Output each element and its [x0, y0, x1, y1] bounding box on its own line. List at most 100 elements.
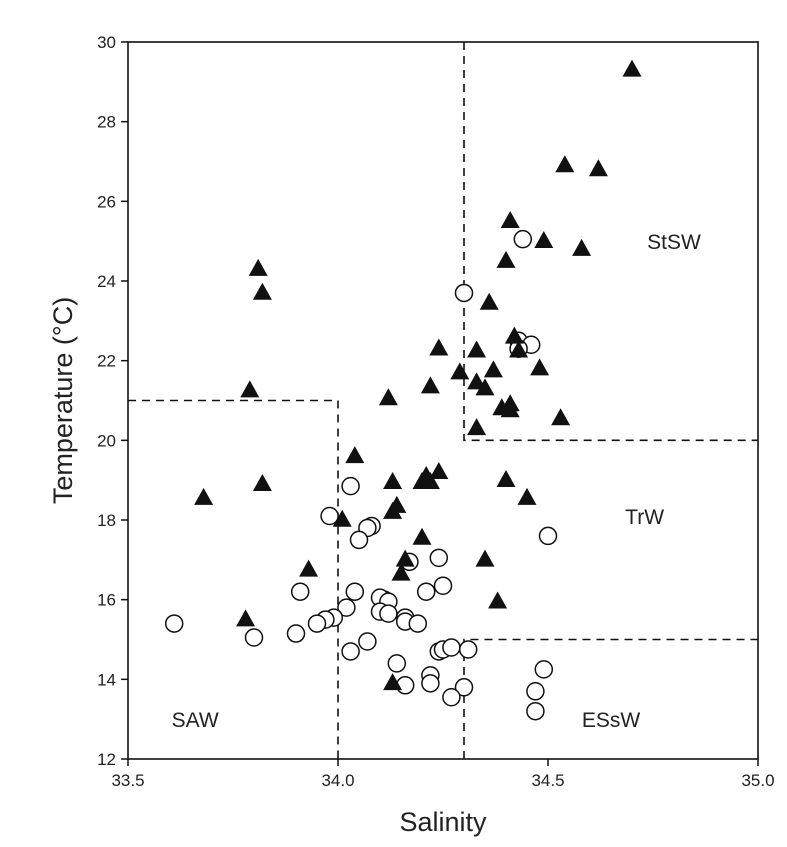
circle-series [164, 229, 558, 721]
triangle-point [299, 559, 319, 577]
triangle-point [194, 487, 214, 505]
triangle-point [420, 471, 440, 489]
boundary-line-1 [128, 399, 339, 759]
circle-point [358, 632, 377, 651]
triangle-point [572, 238, 592, 256]
triangle-point [252, 473, 272, 491]
y-tick-label: 14 [97, 670, 116, 689]
triangle-point [420, 376, 440, 394]
triangle-point [236, 609, 256, 627]
triangle-point [412, 527, 432, 545]
x-axis-title: Salinity [399, 807, 487, 837]
circle-point [349, 530, 369, 550]
x-tick-label: 34.0 [321, 771, 354, 790]
triangle-point [555, 155, 575, 173]
triangle-point [467, 340, 487, 358]
region-label-saw: SAW [172, 709, 219, 732]
y-tick-label: 22 [97, 352, 116, 371]
circle-point [341, 476, 360, 496]
circle-point [286, 624, 306, 643]
circle-point [307, 614, 327, 633]
triangle-point [509, 340, 529, 358]
circle-point [244, 628, 264, 647]
y-tick-label: 18 [97, 511, 116, 530]
x-tick-label: 34.5 [531, 771, 564, 790]
circle-point [429, 548, 449, 568]
triangle-point [475, 549, 495, 567]
triangle-point [496, 469, 516, 487]
region-labels: SAW StSW TrW ESsW [172, 231, 701, 732]
circle-point [526, 682, 545, 701]
y-tick-label: 24 [97, 272, 116, 291]
circle-point [454, 283, 474, 303]
triangle-point [252, 282, 272, 300]
region-label-essw: ESsW [582, 709, 641, 732]
y-tick-label: 16 [97, 591, 116, 610]
y-axis-title: Temperature (°C) [48, 297, 78, 504]
triangle-point [530, 358, 550, 376]
circle-point [164, 614, 184, 633]
triangle-point [483, 360, 503, 378]
circle-point [387, 654, 407, 673]
circle-point [345, 582, 365, 601]
triangle-point [479, 292, 499, 310]
triangle-point [450, 362, 470, 380]
triangle-point [500, 211, 520, 229]
circle-point [538, 526, 558, 546]
triangle-point [496, 250, 516, 268]
triangle-point [345, 446, 365, 464]
circle-point [526, 701, 545, 721]
region-label-trw: TrW [625, 506, 664, 529]
circle-point [534, 660, 554, 679]
triangle-series [194, 59, 642, 691]
y-tick-label: 20 [97, 431, 116, 450]
boundary-line-3 [463, 638, 758, 759]
circle-point [454, 678, 474, 697]
triangle-point [332, 509, 352, 527]
triangle-point [467, 418, 487, 436]
plot-frame [127, 41, 759, 760]
circle-point [337, 598, 356, 617]
circle-point [341, 642, 360, 661]
triangle-point [391, 563, 411, 581]
triangle-point [622, 59, 642, 77]
x-axis-ticks: 33.5 34.0 34.5 35.0 [111, 759, 775, 790]
triangle-point [488, 591, 508, 609]
triangle-point [383, 501, 403, 519]
y-tick-label: 28 [97, 113, 116, 132]
water-mass-boundaries [128, 42, 758, 759]
region-label-stsw: StSW [647, 231, 701, 254]
triangle-point [551, 408, 571, 426]
circle-point [458, 640, 478, 659]
triangle-point [248, 258, 268, 276]
triangle-point [504, 326, 524, 344]
circle-point [379, 604, 398, 623]
circle-point [421, 674, 440, 693]
y-tick-label: 12 [97, 750, 116, 769]
y-tick-label: 30 [97, 33, 116, 52]
triangle-point [240, 380, 260, 398]
y-axis-ticks: 12 14 16 18 20 22 24 26 28 30 [97, 33, 128, 769]
circle-point [442, 638, 461, 657]
boundary-line-2 [463, 42, 758, 442]
x-tick-label: 33.5 [111, 771, 144, 790]
triangle-point [534, 230, 554, 248]
triangle-point [517, 487, 537, 505]
circle-point [416, 582, 436, 601]
axes: 33.5 34.0 34.5 35.0 12 14 16 18 20 22 24 26 28 30 [97, 33, 774, 790]
triangle-point [429, 462, 449, 479]
x-tick-label: 35.0 [741, 771, 774, 790]
triangle-point [383, 471, 403, 489]
triangle-point [500, 400, 520, 418]
circle-point [433, 576, 453, 595]
circle-point [408, 614, 428, 633]
circle-point [513, 229, 533, 249]
triangle-point [475, 378, 495, 396]
triangle-point [429, 338, 449, 356]
y-tick-label: 26 [97, 192, 116, 211]
circle-point [290, 582, 310, 601]
circle-point [320, 506, 339, 526]
triangle-point [378, 388, 398, 406]
circle-point [442, 688, 461, 707]
